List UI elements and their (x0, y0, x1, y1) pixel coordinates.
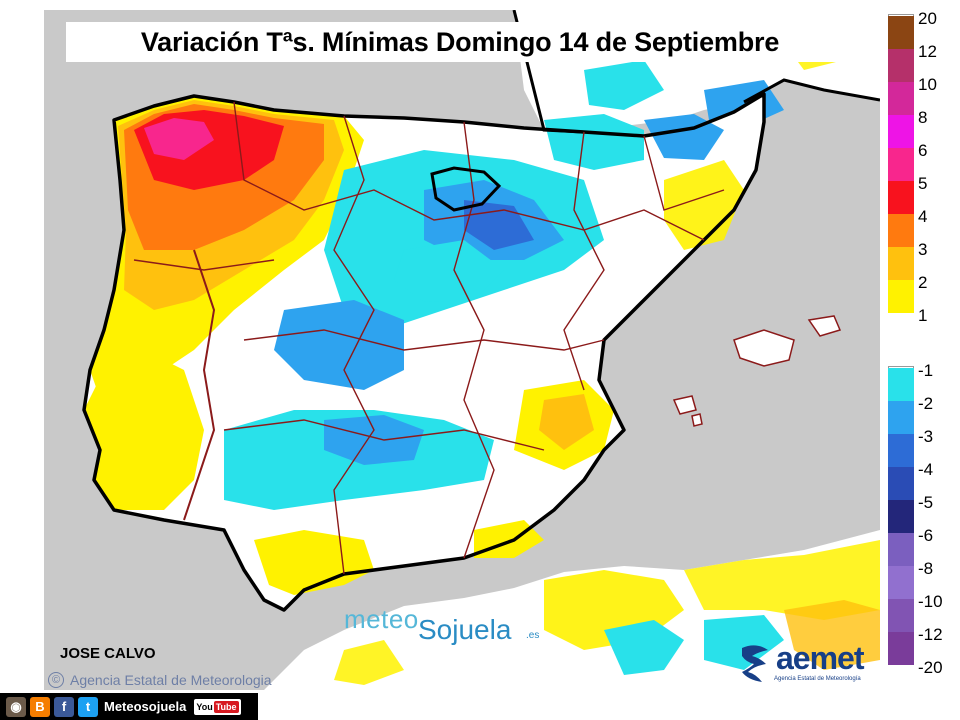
legend-label-positive-8: 2 (918, 273, 928, 292)
social-label: Meteosojuela (104, 699, 187, 714)
author-label: JOSE CALVO (60, 645, 156, 662)
aemet-wordmark: aemet (776, 640, 864, 676)
legend-label-negative-7: -10 (918, 592, 943, 611)
legend-swatch-negative-0 (888, 368, 914, 401)
map-frame (44, 10, 880, 690)
legend-swatch-negative-3 (888, 467, 914, 500)
legend-label-negative-8: -12 (918, 625, 943, 644)
legend-label-positive-4: 6 (918, 141, 928, 160)
color-legend: 20 12 10 8 6 5 4 3 2 1 -1 -2 -3 -4 -5 -6 -8 -10 -12 -20 (884, 9, 960, 698)
legend-label-positive-7: 3 (918, 240, 928, 259)
youtube-icon[interactable]: You Tube (194, 698, 241, 715)
legend-swatch-positive-4 (888, 148, 914, 181)
blogger-icon[interactable]: B (30, 696, 50, 717)
credit-text: Agencia Estatal de Meteorologia (70, 672, 272, 688)
legend-label-positive-6: 4 (918, 207, 928, 226)
credit-line: © Agencia Estatal de Meteorologia (48, 670, 272, 690)
legend-swatch-negative-5 (888, 533, 914, 566)
legend-label-negative-1: -2 (918, 394, 934, 413)
legend-label-negative-9: -20 (918, 658, 943, 677)
map-title: Variación Tªs. Mínimas Domingo 14 de Sep… (140, 26, 780, 57)
copyright-icon: © (48, 672, 64, 688)
legend-swatch-positive-5 (888, 181, 914, 214)
legend-label-positive-0: 20 (918, 9, 937, 28)
legend-swatch-positive-8 (888, 280, 914, 313)
legend-swatch-positive-0 (888, 16, 914, 49)
watermark-sojuela: Sojuela (418, 614, 512, 645)
temperature-map (44, 10, 880, 690)
legend-swatch-positive-1 (888, 49, 914, 82)
legend-swatch-negative-2 (888, 434, 914, 467)
aemet-subtitle: Agencia Estatal de Meteorología (774, 676, 861, 682)
instagram-icon[interactable]: ◉ (6, 696, 26, 717)
aemet-logo: aemet Agencia Estatal de Meteorología (736, 640, 876, 686)
legend-label-positive-3: 8 (918, 108, 928, 127)
aemet-emblem-icon (742, 645, 768, 682)
facebook-icon[interactable]: f (54, 696, 74, 717)
watermark-meteo: meteo (344, 604, 419, 634)
legend-label-positive-1: 12 (918, 42, 937, 61)
legend-label-negative-3: -4 (918, 460, 934, 479)
legend-label-negative-5: -6 (918, 526, 934, 545)
legend-swatch-positive-3 (888, 115, 914, 148)
legend-swatch-negative-8 (888, 632, 914, 665)
meteosojuela-watermark: meteo Sojuela .es (344, 600, 554, 650)
legend-label-positive-2: 10 (918, 75, 937, 94)
legend-swatch-negative-4 (888, 500, 914, 533)
legend-label-negative-6: -8 (918, 559, 934, 578)
legend-swatch-positive-6 (888, 214, 914, 247)
twitter-icon[interactable]: t (78, 696, 98, 717)
legend-label-negative-0: -1 (918, 361, 934, 380)
legend-swatch-positive-7 (888, 247, 914, 280)
watermark-suffix: .es (526, 630, 540, 641)
legend-label-positive-5: 5 (918, 174, 928, 193)
legend-label-negative-4: -5 (918, 493, 934, 512)
map-title-box: Variación Tªs. Mínimas Domingo 14 de Sep… (66, 22, 854, 62)
social-bar: ◉ B f t Meteosojuela You Tube (0, 693, 258, 720)
legend-swatch-negative-6 (888, 566, 914, 599)
legend-label-positive-9: 1 (918, 306, 928, 325)
legend-swatch-positive-2 (888, 82, 914, 115)
legend-swatch-negative-1 (888, 401, 914, 434)
legend-label-negative-2: -3 (918, 427, 934, 446)
legend-swatch-positive-9 (888, 313, 914, 346)
youtube-label: You (196, 701, 213, 712)
legend-swatch-negative-9 (888, 665, 914, 698)
legend-swatch-negative-7 (888, 599, 914, 632)
